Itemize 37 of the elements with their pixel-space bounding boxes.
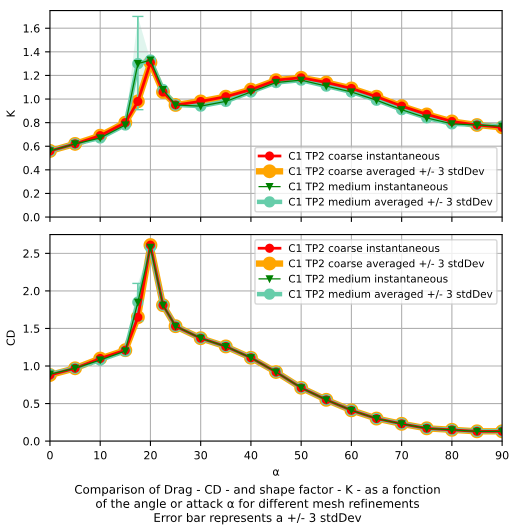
x-tick-label: 0 <box>47 451 53 460</box>
legend-label: C1 TP2 medium averaged +/- 3 stdDev <box>288 198 492 208</box>
legend-label: C1 TP2 coarse instantaneous <box>288 244 440 252</box>
x-tick-label: 40 <box>244 451 258 460</box>
x-axis-title: α <box>272 469 280 476</box>
y-tick-label: 0.6 <box>23 142 40 151</box>
legend-label: C1 TP2 medium instantaneous <box>288 274 448 283</box>
x-tick-label: 30 <box>194 451 208 460</box>
text: Comparison of Drag - CD - and shape factor - K - as a fonction of the angle or attack α for different mesh refinements Error bar represents a +/- 3 stdDev <box>74 484 440 524</box>
x-tick-label: 80 <box>446 451 458 460</box>
legend-label: C1 TP2 medium instantaneous <box>288 182 448 190</box>
legend-label: C1 TP2 medium averaged +/- 3 stdDev <box>288 290 492 300</box>
x-tick-label: 10 <box>94 451 107 460</box>
y-tick-label: 0.4 <box>23 166 40 174</box>
y-axis-title: K <box>6 110 15 116</box>
y-axis-title: CD <box>6 330 15 346</box>
y-tick-label: 0.0 <box>23 437 40 446</box>
y-tick-label: 1.4 <box>24 48 40 56</box>
y-tick-label: 1.6 <box>24 24 40 33</box>
x-tick-label: 60 <box>345 451 358 460</box>
y-tick-label: 0.8 <box>23 118 40 128</box>
x-tick-label: 20 <box>144 451 157 460</box>
x-tick-label: 50 <box>294 451 308 460</box>
y-tick-label: 0.0 <box>23 213 40 222</box>
x-tick-label: 70 <box>395 451 408 460</box>
legend-label: C1 TP2 coarse averaged +/- 3 stdDev <box>288 259 484 270</box>
y-tick-label: 1.0 <box>24 95 40 104</box>
y-tick-label: 2.0 <box>23 286 40 296</box>
y-tick-label: 1.5 <box>24 324 40 333</box>
y-tick-label: 2.5 <box>23 249 40 258</box>
x-tick-label: 90 <box>496 451 508 460</box>
y-tick-label: 1.2 <box>24 71 40 80</box>
legend-label: C1 TP2 coarse instantaneous <box>288 152 440 160</box>
y-tick-label: 0.2 <box>23 189 40 198</box>
legend-label: C1 TP2 coarse averaged +/- 3 stdDev <box>288 167 484 178</box>
y-tick-label: 0.5 <box>23 400 40 408</box>
y-tick-label: 1.0 <box>24 362 40 370</box>
